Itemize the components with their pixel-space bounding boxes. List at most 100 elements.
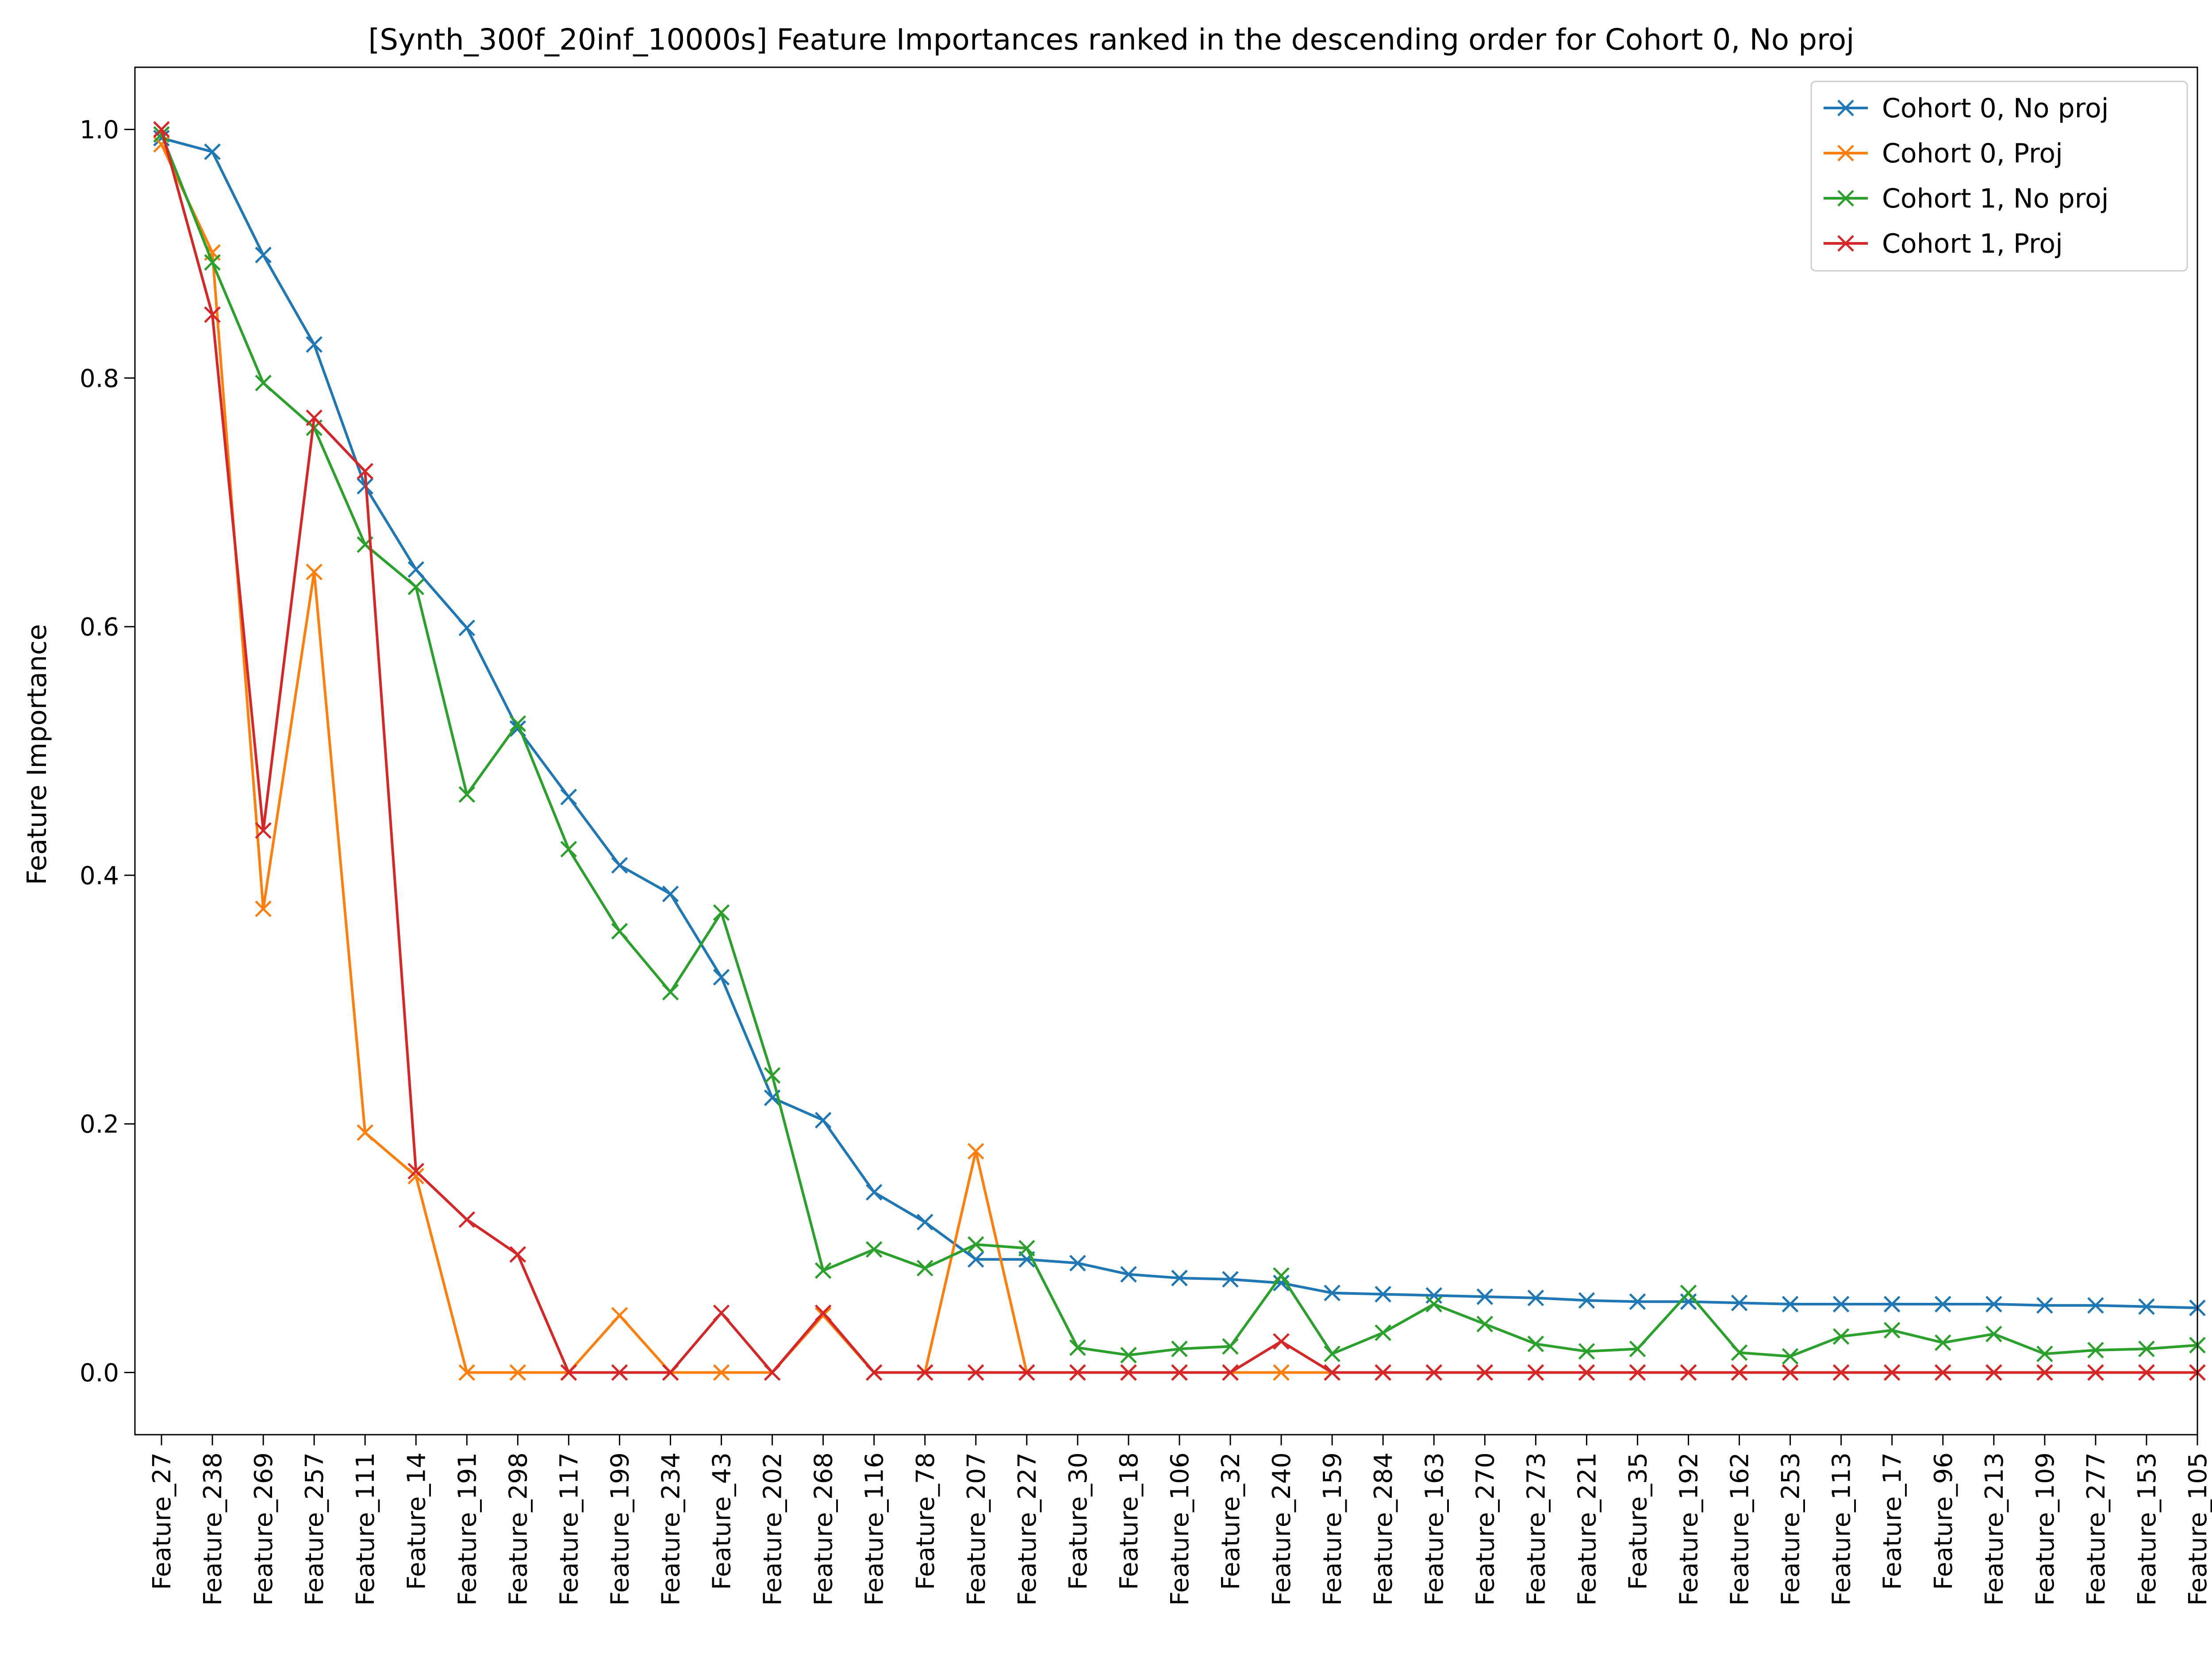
data-point-marker (1832, 1328, 1850, 1345)
data-point-marker (611, 923, 628, 940)
data-point-marker (1883, 1322, 1901, 1339)
data-point-marker (1883, 1364, 1901, 1381)
data-point-marker (255, 822, 272, 839)
data-point-marker (1629, 1340, 1646, 1357)
data-point-marker (509, 1364, 526, 1381)
x-tick-label: Feature_269 (250, 1452, 278, 1606)
data-point-marker (509, 1246, 526, 1263)
x-tick-label: Feature_277 (2082, 1452, 2111, 1606)
x-tick-label: Feature_78 (911, 1452, 940, 1590)
data-point-marker (1934, 1364, 1951, 1381)
y-tick-label: 0.6 (80, 613, 119, 642)
chart-title: [Synth_300f_20inf_10000s] Feature Import… (369, 23, 1855, 57)
x-tick-label: Feature_207 (962, 1452, 991, 1606)
x-tick-label: Feature_117 (555, 1452, 584, 1606)
data-point-marker (458, 620, 476, 636)
data-point-marker (1425, 1296, 1443, 1313)
x-tick-label: Feature_270 (1471, 1452, 1500, 1606)
data-point-marker (560, 1364, 577, 1381)
x-tick-label: Feature_240 (1267, 1452, 1296, 1606)
x-tick-label: Feature_14 (402, 1452, 431, 1590)
data-point-marker (458, 1211, 476, 1228)
data-point-marker (2087, 1297, 2104, 1314)
data-point-marker (1985, 1364, 2002, 1381)
data-point-marker (1934, 1334, 1951, 1351)
data-point-marker (1782, 1348, 1799, 1365)
x-tick-label: Feature_192 (1675, 1452, 1704, 1606)
x-tick-label: Feature_109 (2031, 1452, 2060, 1606)
data-point-marker (2036, 1364, 2053, 1381)
data-point-marker (1731, 1344, 1748, 1361)
data-point-marker (1476, 1316, 1494, 1332)
x-tick-label: Feature_96 (1929, 1452, 1958, 1590)
x-tick-label: Feature_30 (1064, 1452, 1093, 1590)
data-point-marker (662, 1364, 679, 1381)
data-point-marker (1527, 1336, 1544, 1352)
x-tick-label: Feature_159 (1318, 1452, 1347, 1606)
legend-entry: Cohort 1, No proj (1824, 183, 2108, 214)
data-point-marker (1120, 1266, 1137, 1283)
data-point-marker (865, 1241, 883, 1258)
data-point-marker (611, 1364, 628, 1381)
data-point-marker (1222, 1271, 1239, 1288)
data-point-marker (1018, 1364, 1035, 1381)
data-point-marker (1222, 1338, 1239, 1355)
data-point-marker (1324, 1364, 1340, 1381)
data-point-marker (306, 409, 323, 426)
data-point-marker (1629, 1364, 1646, 1381)
data-point-marker (1476, 1364, 1494, 1381)
legend-entry: Cohort 0, Proj (1824, 138, 2063, 169)
series-layer (153, 121, 2206, 1381)
series-4 (153, 121, 2206, 1381)
data-point-marker (1782, 1296, 1799, 1313)
data-point-marker (1425, 1364, 1443, 1381)
data-point-marker (1934, 1296, 1951, 1313)
legend-marker-swatch (1837, 100, 1854, 116)
data-point-marker (1171, 1340, 1188, 1357)
x-tick-label: Feature_35 (1624, 1452, 1652, 1590)
data-point-marker (1120, 1347, 1137, 1363)
x-tick-label: Feature_257 (300, 1452, 329, 1606)
data-point-marker (1578, 1364, 1595, 1381)
x-tick-label: Feature_163 (1420, 1452, 1449, 1606)
legend-box (1810, 81, 2188, 272)
x-axis-ticks: Feature_27 Feature_238 Feature_269 Feature_… (148, 1435, 2212, 1606)
data-point-marker (204, 143, 221, 160)
data-point-marker (662, 984, 679, 1001)
x-tick-label: Feature_234 (657, 1452, 686, 1606)
data-point-marker (713, 969, 730, 986)
data-point-marker (560, 841, 577, 858)
x-tick-label: Feature_111 (351, 1452, 380, 1606)
x-tick-label: Feature_105 (2184, 1452, 2212, 1606)
data-point-marker (458, 786, 476, 803)
data-point-marker (1324, 1345, 1340, 1363)
data-point-marker (1782, 1364, 1799, 1381)
data-point-marker (2138, 1364, 2155, 1381)
data-point-marker (1171, 1270, 1188, 1286)
data-point-marker (814, 1112, 832, 1129)
x-tick-label: Feature_199 (606, 1452, 634, 1606)
data-point-marker (204, 254, 221, 271)
data-point-marker (1069, 1364, 1086, 1381)
x-tick-label: Feature_113 (1828, 1452, 1856, 1606)
plot-area-frame (134, 66, 2198, 1436)
data-point-marker (407, 578, 425, 595)
x-tick-label: Feature_284 (1369, 1452, 1398, 1606)
x-tick-label: Feature_298 (504, 1452, 533, 1606)
data-point-marker (968, 1364, 984, 1381)
data-point-marker (1731, 1294, 1748, 1312)
x-tick-label: Feature_213 (1980, 1452, 2009, 1606)
data-point-marker (1985, 1325, 2002, 1343)
data-point-marker (1018, 1240, 1035, 1257)
data-point-marker (1883, 1296, 1901, 1313)
data-point-marker (2036, 1297, 2053, 1314)
data-point-marker (560, 789, 577, 805)
data-point-marker (1375, 1324, 1391, 1341)
data-point-marker (306, 563, 323, 581)
legend-marker-swatch (1837, 145, 1854, 162)
data-point-marker (968, 1236, 984, 1253)
y-tick-label: 0.2 (80, 1110, 119, 1139)
data-point-marker (407, 561, 425, 578)
